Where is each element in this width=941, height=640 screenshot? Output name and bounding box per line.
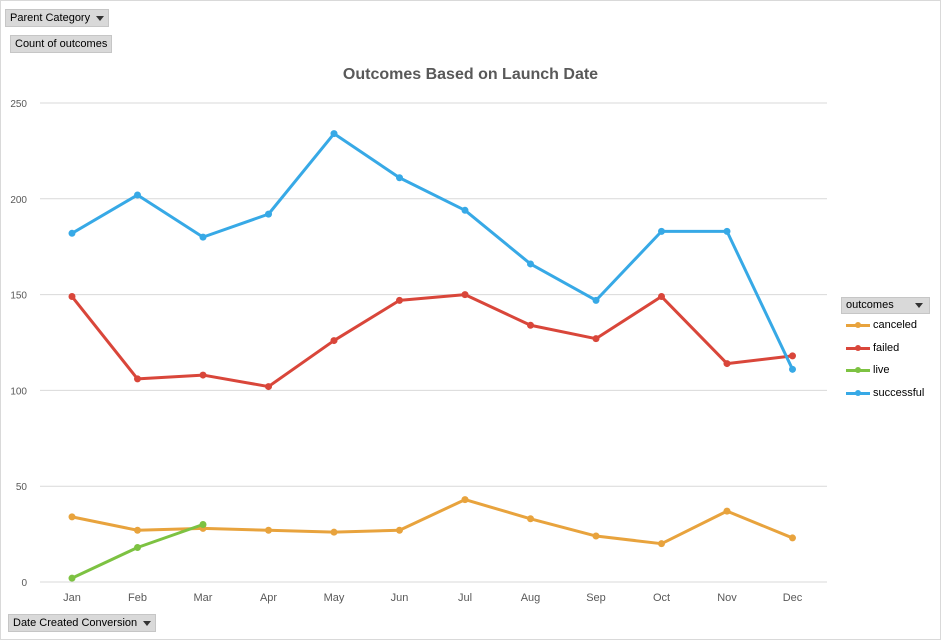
data-point-canceled <box>134 526 141 534</box>
data-point-successful <box>199 233 207 241</box>
parent-category-label: Parent Category <box>10 12 91 24</box>
legend-swatch-icon <box>846 322 870 328</box>
x-tick-label: Jun <box>391 592 409 604</box>
legend-label: successful <box>873 386 925 399</box>
data-point-canceled <box>68 513 76 521</box>
dropdown-arrow-icon <box>96 15 105 21</box>
legend-label: live <box>873 364 890 376</box>
data-point-failed <box>461 291 469 299</box>
data-point-canceled <box>592 532 600 540</box>
data-point-canceled <box>330 528 338 536</box>
data-point-live <box>134 544 141 552</box>
data-point-canceled <box>396 526 403 534</box>
data-point-successful <box>789 365 796 373</box>
dropdown-arrow-icon <box>915 303 923 308</box>
data-point-successful <box>330 130 338 138</box>
date-created-conversion-label: Date Created Conversion <box>13 617 138 629</box>
x-tick-label: May <box>324 592 345 604</box>
data-point-canceled <box>527 515 534 523</box>
data-point-failed <box>199 371 207 379</box>
x-tick-label: Sep <box>586 592 606 604</box>
data-point-canceled <box>723 507 731 515</box>
data-point-canceled <box>265 526 272 534</box>
legend-item-failed: failed <box>841 337 931 360</box>
y-tick-label: 100 <box>10 386 27 397</box>
data-point-successful <box>461 206 469 214</box>
data-point-failed <box>789 352 796 360</box>
data-point-successful <box>527 260 534 268</box>
y-tick-label: 50 <box>16 482 28 493</box>
data-point-failed <box>265 383 272 391</box>
x-tick-label: Oct <box>653 592 670 604</box>
data-point-live <box>199 521 207 529</box>
data-point-canceled <box>658 540 665 548</box>
data-point-successful <box>396 174 403 182</box>
x-tick-label: Apr <box>260 592 277 604</box>
data-point-failed <box>592 335 600 343</box>
parent-category-field-button[interactable]: Parent Category <box>5 9 110 27</box>
y-tick-label: 0 <box>21 578 27 589</box>
legend-item-live: live <box>841 359 931 382</box>
x-tick-label: Nov <box>717 592 737 604</box>
series-line-failed <box>70 293 794 389</box>
data-point-canceled <box>789 534 796 542</box>
data-point-successful <box>265 210 272 218</box>
data-point-failed <box>658 293 665 301</box>
dropdown-arrow-icon <box>143 620 152 626</box>
count-of-outcomes-label: Count of outcomes <box>15 38 108 50</box>
y-tick-label: 250 <box>10 99 27 110</box>
legend-item-canceled: canceled <box>841 314 931 337</box>
y-tick-label: 200 <box>10 195 27 206</box>
count-of-outcomes-field-button[interactable]: Count of outcomes <box>10 35 113 53</box>
series-line-canceled <box>70 498 794 546</box>
date-created-conversion-field-button[interactable]: Date Created Conversion <box>8 614 157 632</box>
x-tick-label: Jan <box>63 592 81 604</box>
data-point-successful <box>592 296 600 304</box>
legend-label: canceled <box>873 319 918 331</box>
data-point-failed <box>527 321 534 329</box>
legend-filter-button[interactable]: outcomes <box>841 297 930 314</box>
legend-swatch-icon <box>846 344 870 351</box>
legend-swatch-icon <box>846 367 870 373</box>
data-point-successful <box>68 229 76 237</box>
data-point-successful <box>658 227 665 235</box>
legend-swatch-icon <box>846 389 870 396</box>
data-point-failed <box>134 375 141 383</box>
legend-item-successful: successful <box>841 382 931 405</box>
chart-title: Outcomes Based on Launch Date <box>342 66 599 83</box>
data-point-successful <box>134 191 141 199</box>
data-point-successful <box>723 227 731 235</box>
x-tick-label: Jul <box>458 592 472 604</box>
x-tick-label: Feb <box>128 592 147 604</box>
data-point-failed <box>723 360 731 368</box>
legend-label: failed <box>873 341 900 354</box>
legend-items: canceled failed live successful <box>841 314 931 404</box>
data-point-failed <box>396 296 403 304</box>
data-point-failed <box>68 293 76 301</box>
legend: outcomes canceled failed live successful <box>841 297 931 404</box>
x-tick-label: Dec <box>783 592 803 604</box>
data-point-live <box>68 574 76 582</box>
data-point-failed <box>330 337 338 345</box>
x-tick-label: Aug <box>521 592 541 604</box>
data-point-canceled <box>461 496 469 504</box>
series-line-successful <box>70 132 794 371</box>
legend-title: outcomes <box>846 299 894 311</box>
y-tick-label: 150 <box>10 291 27 302</box>
x-tick-label: Mar <box>194 592 213 604</box>
